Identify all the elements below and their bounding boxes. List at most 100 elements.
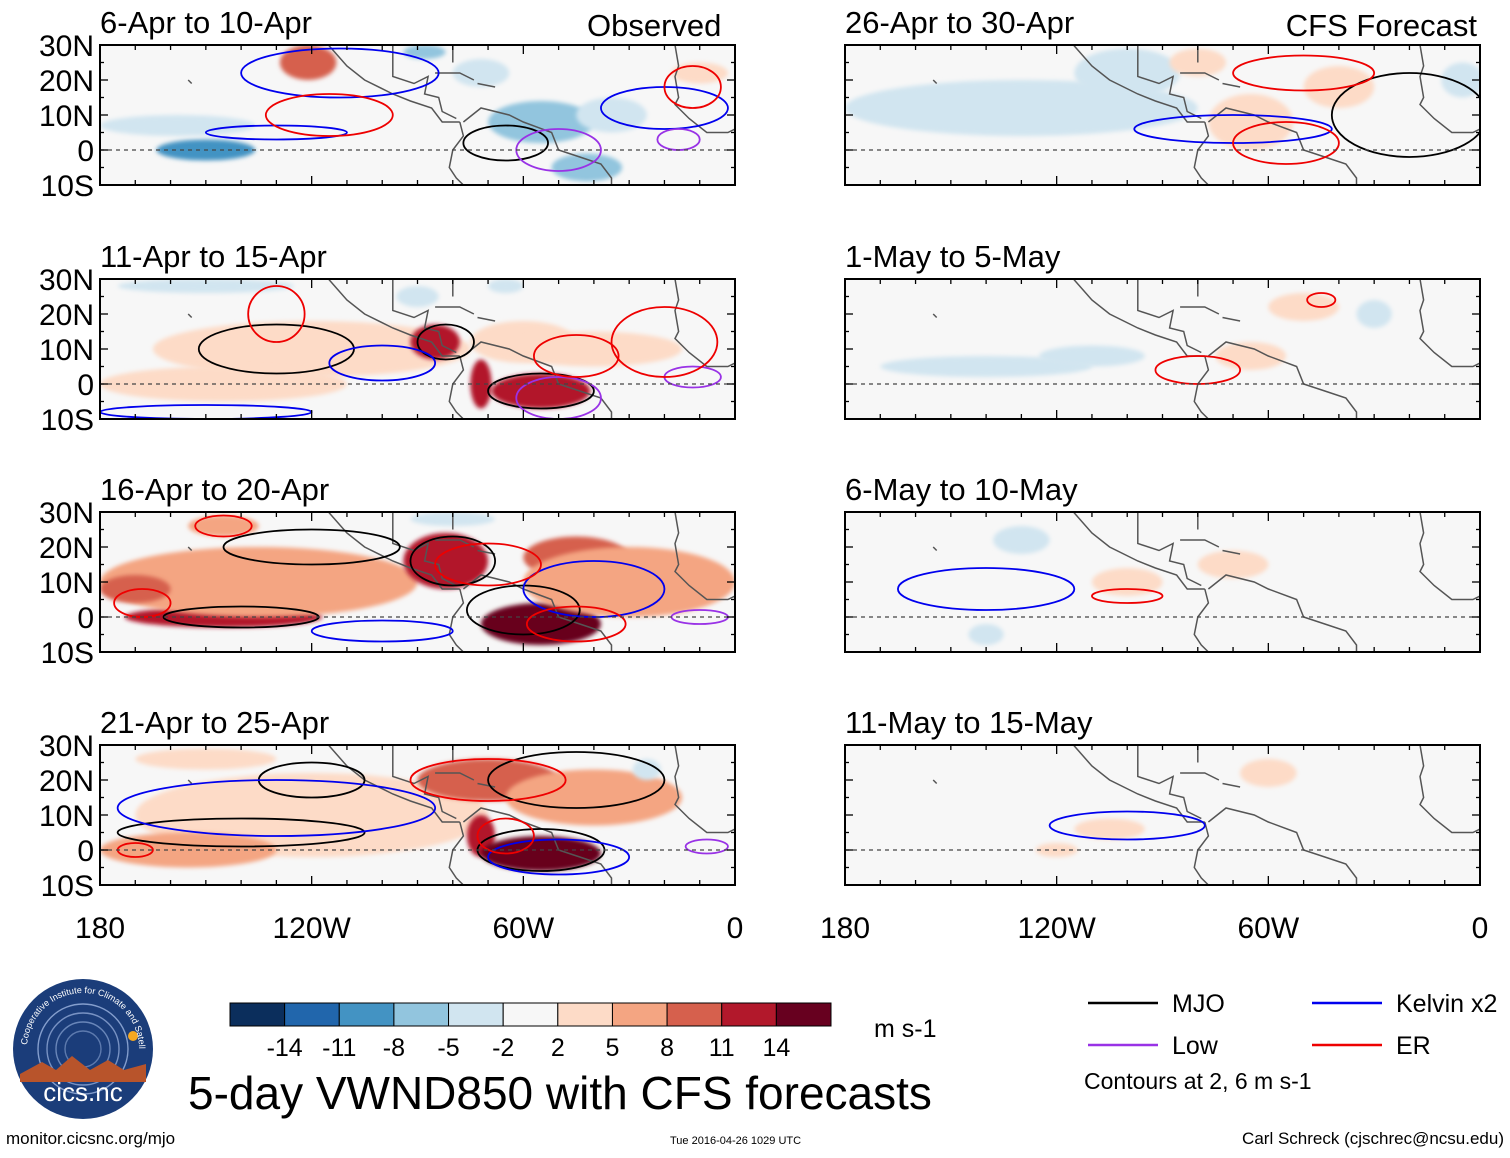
panel-title: 6-May to 10-May xyxy=(845,472,1078,507)
mountain-icon xyxy=(20,1056,146,1082)
colorbar-swatch xyxy=(284,1002,340,1027)
coastline xyxy=(932,779,938,785)
legend-label: Low xyxy=(1172,1032,1219,1060)
coastline xyxy=(1419,279,1480,368)
coastline xyxy=(1039,512,1205,590)
wind-anomaly xyxy=(403,45,446,59)
wind-anomaly xyxy=(1091,568,1163,596)
coastline xyxy=(932,546,938,552)
contour-er xyxy=(476,817,535,855)
wind-field xyxy=(100,512,735,652)
contour-mjo xyxy=(222,528,401,566)
wind-field xyxy=(932,745,1480,885)
coastline xyxy=(448,588,465,652)
contour-er xyxy=(194,514,253,538)
lat-tick-label: 10N xyxy=(39,567,94,600)
colorbar-tick-label: -2 xyxy=(492,1034,514,1062)
coastline xyxy=(1137,745,1202,820)
lat-tick-label: 10N xyxy=(39,100,94,133)
contour-kelvin-x xyxy=(240,47,440,99)
wind-anomaly xyxy=(117,279,295,293)
contour-er xyxy=(525,605,627,643)
contour-mjo xyxy=(487,751,666,809)
contour-er xyxy=(264,93,394,137)
lon-tick-label: 0 xyxy=(727,912,744,945)
source-url[interactable]: monitor.cicsnc.org/mjo xyxy=(6,1129,176,1148)
wind-anomaly xyxy=(1268,293,1339,321)
legend: MJO Kelvin x2 Low ER xyxy=(1088,990,1497,1060)
coastline xyxy=(1193,588,1210,652)
coastline xyxy=(1039,745,1205,823)
sun-icon xyxy=(128,1031,138,1041)
lat-tick-label: 10S xyxy=(41,637,94,670)
lat-tick-label: 20N xyxy=(39,65,94,98)
coastline xyxy=(294,745,460,823)
colorbar-swatch xyxy=(666,1002,723,1027)
contour-mjo xyxy=(487,372,595,410)
contour-low xyxy=(515,376,602,419)
wind-anomaly xyxy=(671,62,728,84)
wind-anomaly xyxy=(1303,66,1375,108)
panel-title: 21-Apr to 25-Apr xyxy=(100,705,329,740)
wind-anomaly xyxy=(1074,818,1145,840)
panel-background xyxy=(845,512,1480,652)
coastline xyxy=(462,107,613,185)
wind-field xyxy=(880,279,1480,419)
colorbar-swatch xyxy=(721,1002,777,1027)
lat-tick-label: 20N xyxy=(39,299,94,332)
lat-tick-label: 0 xyxy=(77,602,94,635)
colorbar-tick-label: -5 xyxy=(437,1034,459,1062)
panel-forecast-4: 11-May to 15-May 180 120W 60W 0 xyxy=(820,705,1488,945)
panel-title: 6-Apr to 10-Apr xyxy=(100,5,312,40)
wind-anomaly xyxy=(188,515,259,537)
lon-tick-label: 120W xyxy=(1017,912,1096,945)
colorbar-tick-label: 2 xyxy=(551,1034,565,1062)
wind-anomaly xyxy=(576,97,647,133)
panel-background xyxy=(845,745,1480,885)
wind-anomaly xyxy=(488,279,524,293)
coastline xyxy=(1193,121,1210,185)
colorbar-swatch xyxy=(393,1002,450,1027)
wind-field xyxy=(100,45,735,185)
coastline xyxy=(1419,745,1480,834)
wind-anomaly xyxy=(488,101,594,143)
contour-er xyxy=(1232,54,1376,92)
coastline xyxy=(1180,772,1220,781)
contour-er xyxy=(533,334,620,378)
coastline xyxy=(1419,512,1480,601)
contour-kelvin-x xyxy=(897,567,1076,611)
contour-kelvin-x xyxy=(522,560,666,618)
coastline xyxy=(1137,45,1202,120)
observed-column-label: Observed xyxy=(587,8,721,43)
wind-anomaly xyxy=(1240,759,1297,787)
wind-anomaly xyxy=(452,59,510,87)
colorbar-swatch xyxy=(775,1002,832,1027)
coastline xyxy=(462,341,613,419)
coastline xyxy=(1207,807,1358,885)
contour-kelvin-x xyxy=(1048,810,1206,841)
wind-anomaly xyxy=(1356,300,1392,328)
contour-er xyxy=(1232,121,1340,165)
coastline xyxy=(392,45,457,120)
lat-tick-label: 30N xyxy=(39,730,94,763)
wind-anomaly xyxy=(470,359,492,409)
forecast-column-label: CFS Forecast xyxy=(1286,8,1478,43)
panel-forecast-2: 1-May to 5-May xyxy=(844,239,1481,420)
lon-tick-label: 0 xyxy=(1472,912,1489,945)
wind-anomaly xyxy=(152,321,471,377)
coastline xyxy=(1207,574,1358,652)
coastline xyxy=(1137,279,1202,354)
lat-tick-label: 10N xyxy=(39,334,94,367)
wind-anomaly xyxy=(880,356,1092,377)
wind-field xyxy=(845,45,1480,185)
wind-anomaly xyxy=(1208,94,1294,150)
coastline xyxy=(674,745,735,834)
wind-anomaly xyxy=(632,759,661,780)
coastline xyxy=(294,512,460,590)
contour-mjo xyxy=(1330,72,1480,158)
wind-anomaly xyxy=(523,547,735,617)
colorbar-units: m s-1 xyxy=(874,1015,937,1043)
coastline xyxy=(477,82,496,88)
